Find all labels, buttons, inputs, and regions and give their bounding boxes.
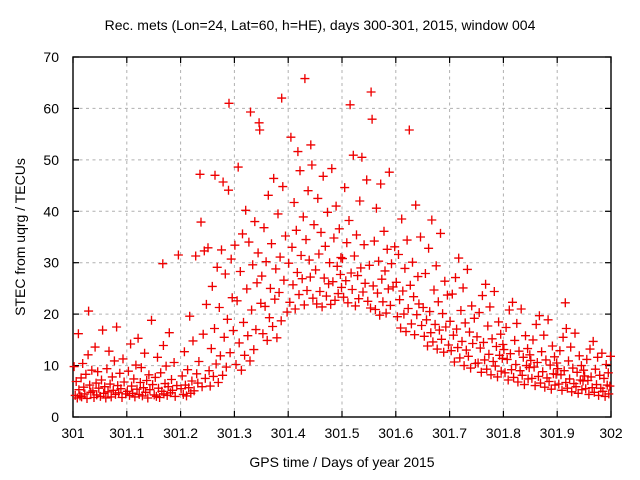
y-tick-label: 20 — [43, 306, 59, 322]
x-tick-labels: 301 301.1 301.2 301.3 301.4 301.5 301.6 301.7 30… — [61, 425, 623, 441]
x-tick-label: 301.5 — [324, 425, 359, 441]
y-tick-label: 10 — [43, 358, 59, 374]
x-tick-label: 301.8 — [486, 425, 521, 441]
x-tick-label: 301.4 — [271, 425, 306, 441]
y-tick-labels: 0 10 20 30 40 50 60 70 — [43, 49, 59, 425]
x-tick-label: 301.7 — [432, 425, 467, 441]
y-tick-label: 40 — [43, 203, 59, 219]
y-tick-label: 70 — [43, 49, 59, 65]
x-tick-label: 301.3 — [217, 425, 252, 441]
scatter-points — [69, 74, 615, 403]
y-axis-label: STEC from uqrg / TECUs — [12, 158, 28, 316]
x-axis-label: GPS time / Days of year 2015 — [249, 454, 434, 470]
x-tick-label: 302 — [599, 425, 623, 441]
y-tick-label: 60 — [43, 100, 59, 116]
x-tick-label: 301.9 — [540, 425, 575, 441]
y-tick-label: 30 — [43, 255, 59, 271]
x-tick-label: 301 — [61, 425, 85, 441]
chart-title: Rec. mets (Lon=24, Lat=60, h=HE), days 3… — [105, 17, 536, 33]
y-tick-label: 0 — [51, 409, 59, 425]
x-tick-label: 301.6 — [378, 425, 413, 441]
grid-lines — [73, 57, 611, 417]
x-tick-label: 301.1 — [109, 425, 144, 441]
plot-border — [72, 56, 612, 418]
x-tick-label: 301.2 — [163, 425, 198, 441]
y-tick-label: 50 — [43, 152, 59, 168]
